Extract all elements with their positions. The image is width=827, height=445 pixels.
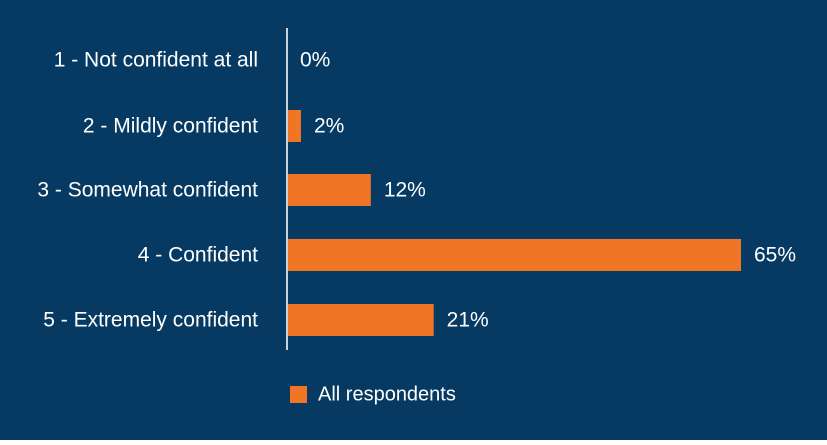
category-label-4: 4 - Confident [138, 244, 258, 267]
value-labels: 0% 2% 12% 65% 21% [300, 49, 796, 332]
value-label-4: 65% [754, 244, 796, 267]
bar-5 [287, 304, 434, 336]
bars-group [287, 110, 741, 336]
value-label-5: 21% [447, 309, 489, 332]
legend-label: All respondents [318, 384, 456, 406]
category-label-5: 5 - Extremely confident [43, 309, 258, 332]
value-label-2: 2% [314, 115, 344, 138]
category-label-2: 2 - Mildly confident [83, 115, 258, 138]
bar-4 [287, 239, 741, 271]
bar-2 [287, 110, 301, 142]
bar-3 [287, 174, 371, 206]
category-label-3: 3 - Somewhat confident [37, 179, 258, 202]
value-label-3: 12% [384, 179, 426, 202]
category-labels: 1 - Not confident at all 2 - Mildly confi… [37, 49, 258, 332]
value-label-1: 0% [300, 49, 330, 72]
legend: All respondents [290, 384, 456, 406]
legend-swatch [290, 386, 307, 403]
category-label-1: 1 - Not confident at all [54, 49, 258, 72]
